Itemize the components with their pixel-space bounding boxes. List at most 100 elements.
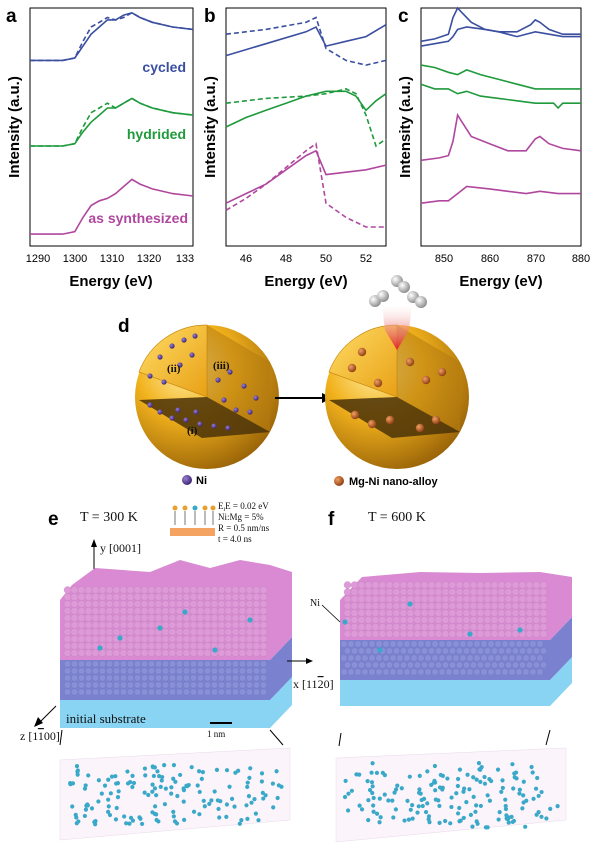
substrate-atom [106,674,113,682]
mg-atom [119,628,128,636]
ni-atom [82,786,88,791]
ni-atom [115,795,121,800]
substrate-atom [239,674,246,682]
substrate-atom [386,647,393,655]
ni-atom [160,774,165,780]
mg-atom [259,649,268,657]
mg-atom [490,630,499,638]
substrate-atom [354,668,362,676]
mg-atom [77,607,86,615]
substrate-atom [375,640,383,648]
ni-atom [245,784,250,790]
substrate-atom [473,654,481,662]
ni-atom [505,817,511,822]
substrate-atom [190,688,197,696]
mg-atom [357,602,366,610]
series-line-as-synthesized [420,112,582,162]
substrate-atom [396,654,404,662]
ni-atom [482,781,488,786]
mg-atom [427,581,436,589]
ni-atom [146,792,151,798]
mg-atom [469,588,478,596]
substrate-atom [368,654,376,662]
ni-atom [175,793,180,799]
mg-atom [497,602,506,610]
mg-atom [364,609,373,617]
substrate-atom [347,654,355,662]
substrate-atom [155,674,162,682]
substrate-atom [162,667,169,675]
ni-atom [116,789,121,794]
tick-label: 133 [176,253,194,265]
ni-atom [130,784,135,790]
ni-atom [467,787,472,792]
substrate-atom [169,688,176,696]
mg-atom [434,616,443,624]
mgni-particle [367,419,377,429]
mg-atom [217,628,226,636]
substrate-atom [204,681,211,689]
mg-atom [98,593,107,601]
substrate-atom [225,688,232,696]
mg-atom [525,581,534,589]
mg-atom [525,623,534,631]
mg-atom [182,586,191,594]
substrate-atom [456,647,463,655]
mg-atom [455,616,464,624]
substrate-atom [176,667,183,675]
mg-atom [504,602,513,610]
substrate-atom [64,667,71,675]
mg-atom [462,616,471,624]
ni-atom [408,807,413,812]
mg-atom [119,586,128,594]
mgni-particle [373,378,383,388]
ni-atom [270,781,275,786]
substrate-atom [127,667,134,675]
mg-atom [217,614,226,622]
ni-atom [169,415,175,421]
substrate-atom [410,640,418,648]
substrate-atom [403,668,411,676]
ni-atom [437,820,442,825]
ni-atom [225,425,231,431]
substrate-atom [239,667,246,675]
ni-atom [163,786,168,791]
mg-atom [70,649,79,657]
substrate-atom [445,640,453,648]
mg-atom [133,607,142,615]
ni-atom [511,818,517,824]
mg-atom [77,621,86,629]
substrate-atom [494,668,502,676]
mg-atom [448,588,457,596]
ni-atom [155,769,160,774]
ni-atom [365,779,370,784]
ni-atom [410,803,415,808]
mg-atom [385,588,394,596]
substrate-atom [344,661,351,669]
substrate-atom [134,674,141,682]
mg-atom [343,609,352,617]
ni-atom [108,791,113,796]
substrate-atom [134,688,141,696]
mg-atom [420,623,429,631]
substrate-atom [424,640,432,648]
ni-distribution-f [335,747,567,843]
ni-atom [478,803,483,809]
series-line-cycled [30,11,194,62]
substrate-atom [375,654,383,662]
substrate-atom [169,674,176,682]
mg-atom [490,609,499,617]
mg-atom [504,581,513,589]
mg-atom [252,635,261,643]
mgni-dots [347,347,447,433]
mg-atom [77,593,86,601]
ni-atom [415,810,420,815]
mg-atom [91,649,100,657]
panel-label-b: b [204,6,216,27]
mg-atom [378,595,387,603]
substrate-atom [526,661,533,669]
mg-atom [203,621,212,629]
slab-f [340,572,572,706]
substrate-atom [190,660,197,668]
mg-atom [168,642,177,650]
